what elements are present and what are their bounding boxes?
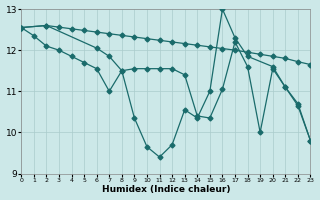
X-axis label: Humidex (Indice chaleur): Humidex (Indice chaleur) bbox=[101, 185, 230, 194]
